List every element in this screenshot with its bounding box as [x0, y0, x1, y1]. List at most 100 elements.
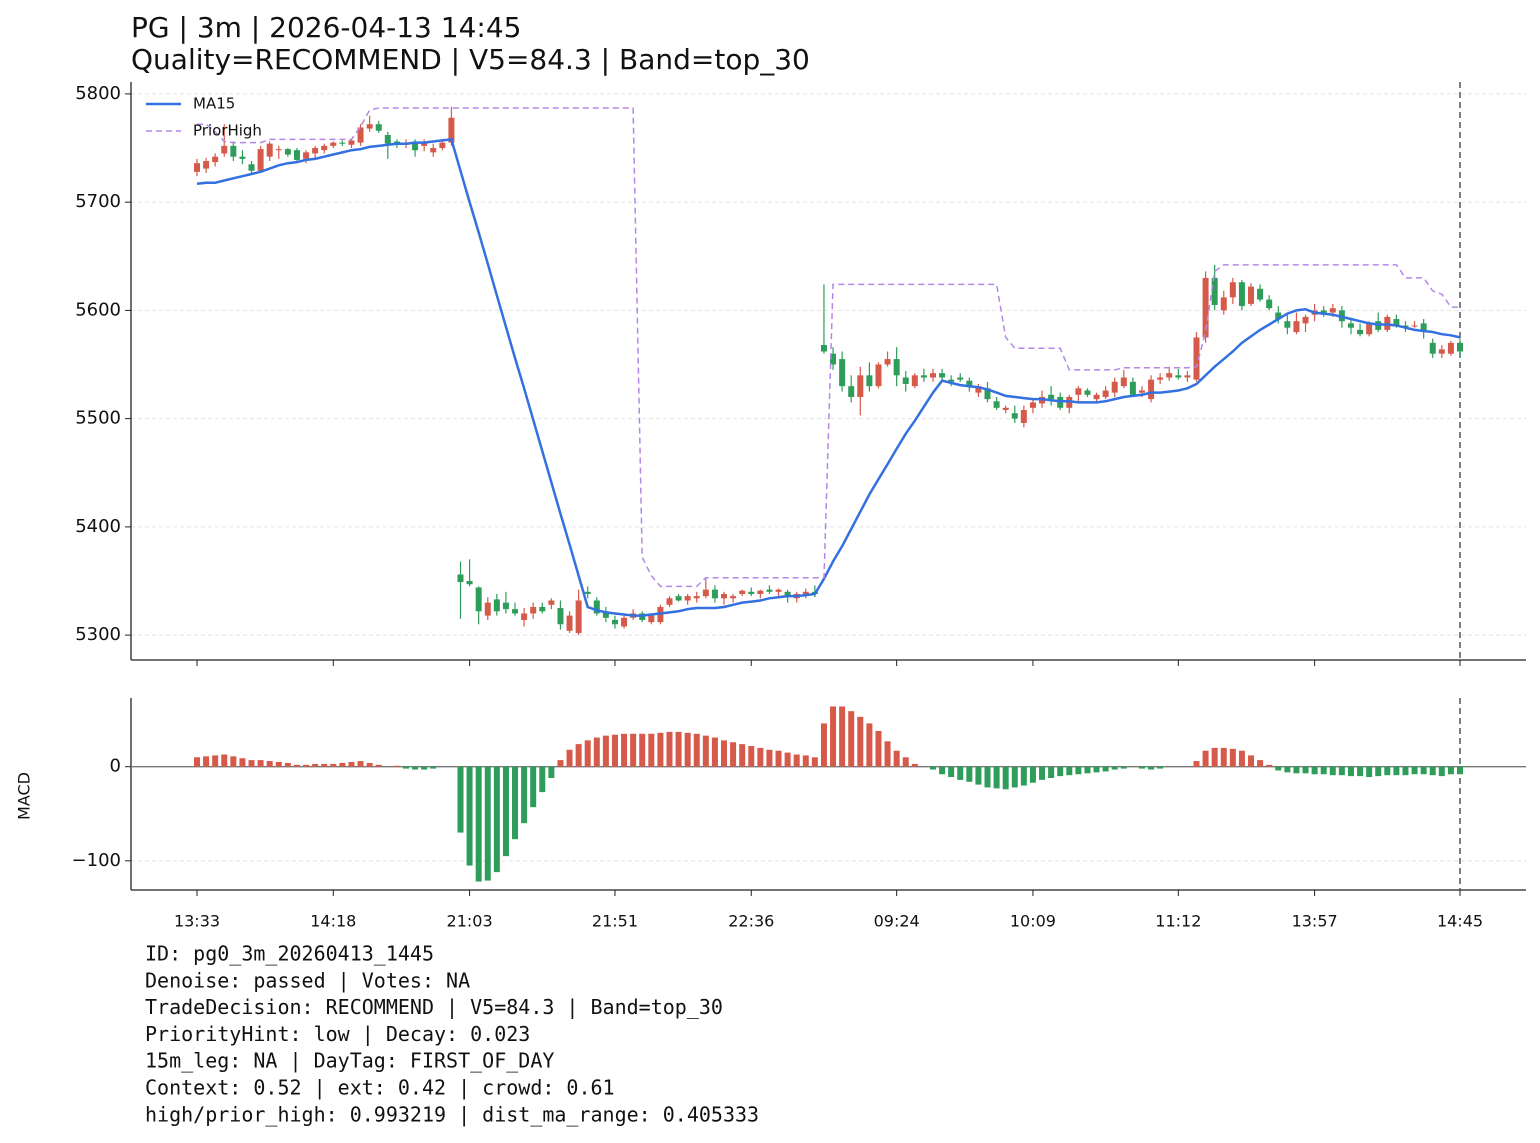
bar	[521, 766, 528, 824]
candle-body	[1011, 413, 1018, 419]
bar	[857, 716, 864, 767]
bar	[239, 758, 246, 767]
bar	[866, 723, 873, 767]
bar	[766, 749, 773, 767]
bar	[303, 764, 310, 767]
candle-body	[584, 591, 591, 594]
bar	[802, 755, 809, 767]
bar	[1020, 766, 1027, 786]
bar	[1293, 766, 1300, 774]
bar	[212, 755, 219, 767]
candle-body	[957, 377, 964, 380]
bar	[602, 735, 609, 767]
bar	[639, 733, 646, 767]
bar	[1429, 766, 1436, 776]
candle-body	[1175, 375, 1182, 378]
candle-body	[648, 615, 655, 623]
candle-body	[484, 602, 491, 616]
bar	[1266, 764, 1273, 767]
bar	[1120, 766, 1127, 769]
candle-body	[221, 145, 228, 154]
candle-body	[1266, 299, 1273, 309]
candle-body	[1457, 342, 1463, 352]
candle-body	[748, 591, 755, 594]
bar	[230, 756, 237, 767]
bar	[721, 740, 728, 767]
candle-body	[257, 149, 264, 171]
candle-body	[666, 598, 673, 605]
candle-body	[939, 373, 946, 378]
bar	[684, 732, 691, 767]
candle-body	[1248, 286, 1255, 304]
bar	[557, 760, 564, 767]
candle-body	[966, 380, 973, 387]
bar	[393, 765, 400, 767]
candle-body	[502, 602, 509, 610]
bar	[648, 733, 655, 767]
bar	[566, 749, 573, 767]
candle-body	[802, 591, 809, 594]
legend-label: MA15	[193, 95, 235, 113]
bar	[984, 766, 991, 788]
candle-body	[684, 596, 691, 601]
bar	[1102, 766, 1109, 772]
candle-body	[766, 589, 773, 592]
candle-body	[212, 156, 219, 163]
bar	[1084, 766, 1091, 774]
bar	[1157, 766, 1164, 769]
candle-body	[1148, 379, 1155, 400]
bar	[848, 711, 855, 767]
bar	[1284, 766, 1291, 773]
bar	[357, 761, 364, 767]
bar	[1402, 766, 1409, 776]
bar	[194, 757, 200, 767]
bar	[1420, 766, 1427, 775]
candle-body	[857, 375, 864, 397]
candle-body	[1048, 394, 1055, 400]
candle-body	[920, 375, 927, 378]
bar	[1148, 766, 1155, 770]
bar	[1057, 766, 1064, 777]
bar	[1329, 766, 1336, 776]
bar	[1075, 766, 1082, 775]
x-tick-label: 14:18	[310, 912, 356, 931]
bar	[1438, 766, 1445, 777]
candle-body	[775, 589, 782, 592]
bar	[402, 766, 409, 769]
candle-body	[457, 574, 464, 583]
y-axis-label: MACD	[15, 772, 34, 820]
candle-body	[412, 141, 419, 151]
bar	[1238, 750, 1245, 767]
candle-body	[1202, 277, 1209, 338]
candle-body	[611, 619, 618, 625]
bar	[457, 766, 464, 833]
bar	[1048, 766, 1055, 778]
candle-body	[1029, 402, 1036, 408]
candle-body	[1302, 316, 1309, 324]
bar	[1202, 750, 1209, 767]
candle-body	[548, 600, 555, 605]
y-tick-label: 5600	[75, 299, 121, 320]
candle-body	[1347, 323, 1354, 328]
y-tick-label: −100	[72, 850, 121, 871]
candle-body	[784, 591, 791, 597]
info-line: ID: pg0_3m_20260413_1445	[145, 942, 434, 966]
bar	[293, 764, 300, 767]
bar	[621, 733, 628, 767]
bar	[1411, 766, 1418, 775]
bar	[666, 731, 673, 767]
bar	[830, 706, 837, 767]
bar	[1393, 766, 1400, 776]
bar	[1138, 766, 1145, 769]
candle-body	[1429, 342, 1436, 354]
bar	[248, 760, 255, 767]
candle-body	[1084, 390, 1091, 395]
candle-body	[848, 386, 855, 397]
x-tick-label: 14:45	[1437, 912, 1483, 931]
candle-body	[530, 606, 537, 614]
candle-body	[1393, 319, 1400, 326]
bar	[484, 766, 491, 881]
bar	[1457, 766, 1463, 775]
bar	[421, 766, 428, 770]
candle-body	[203, 161, 210, 169]
